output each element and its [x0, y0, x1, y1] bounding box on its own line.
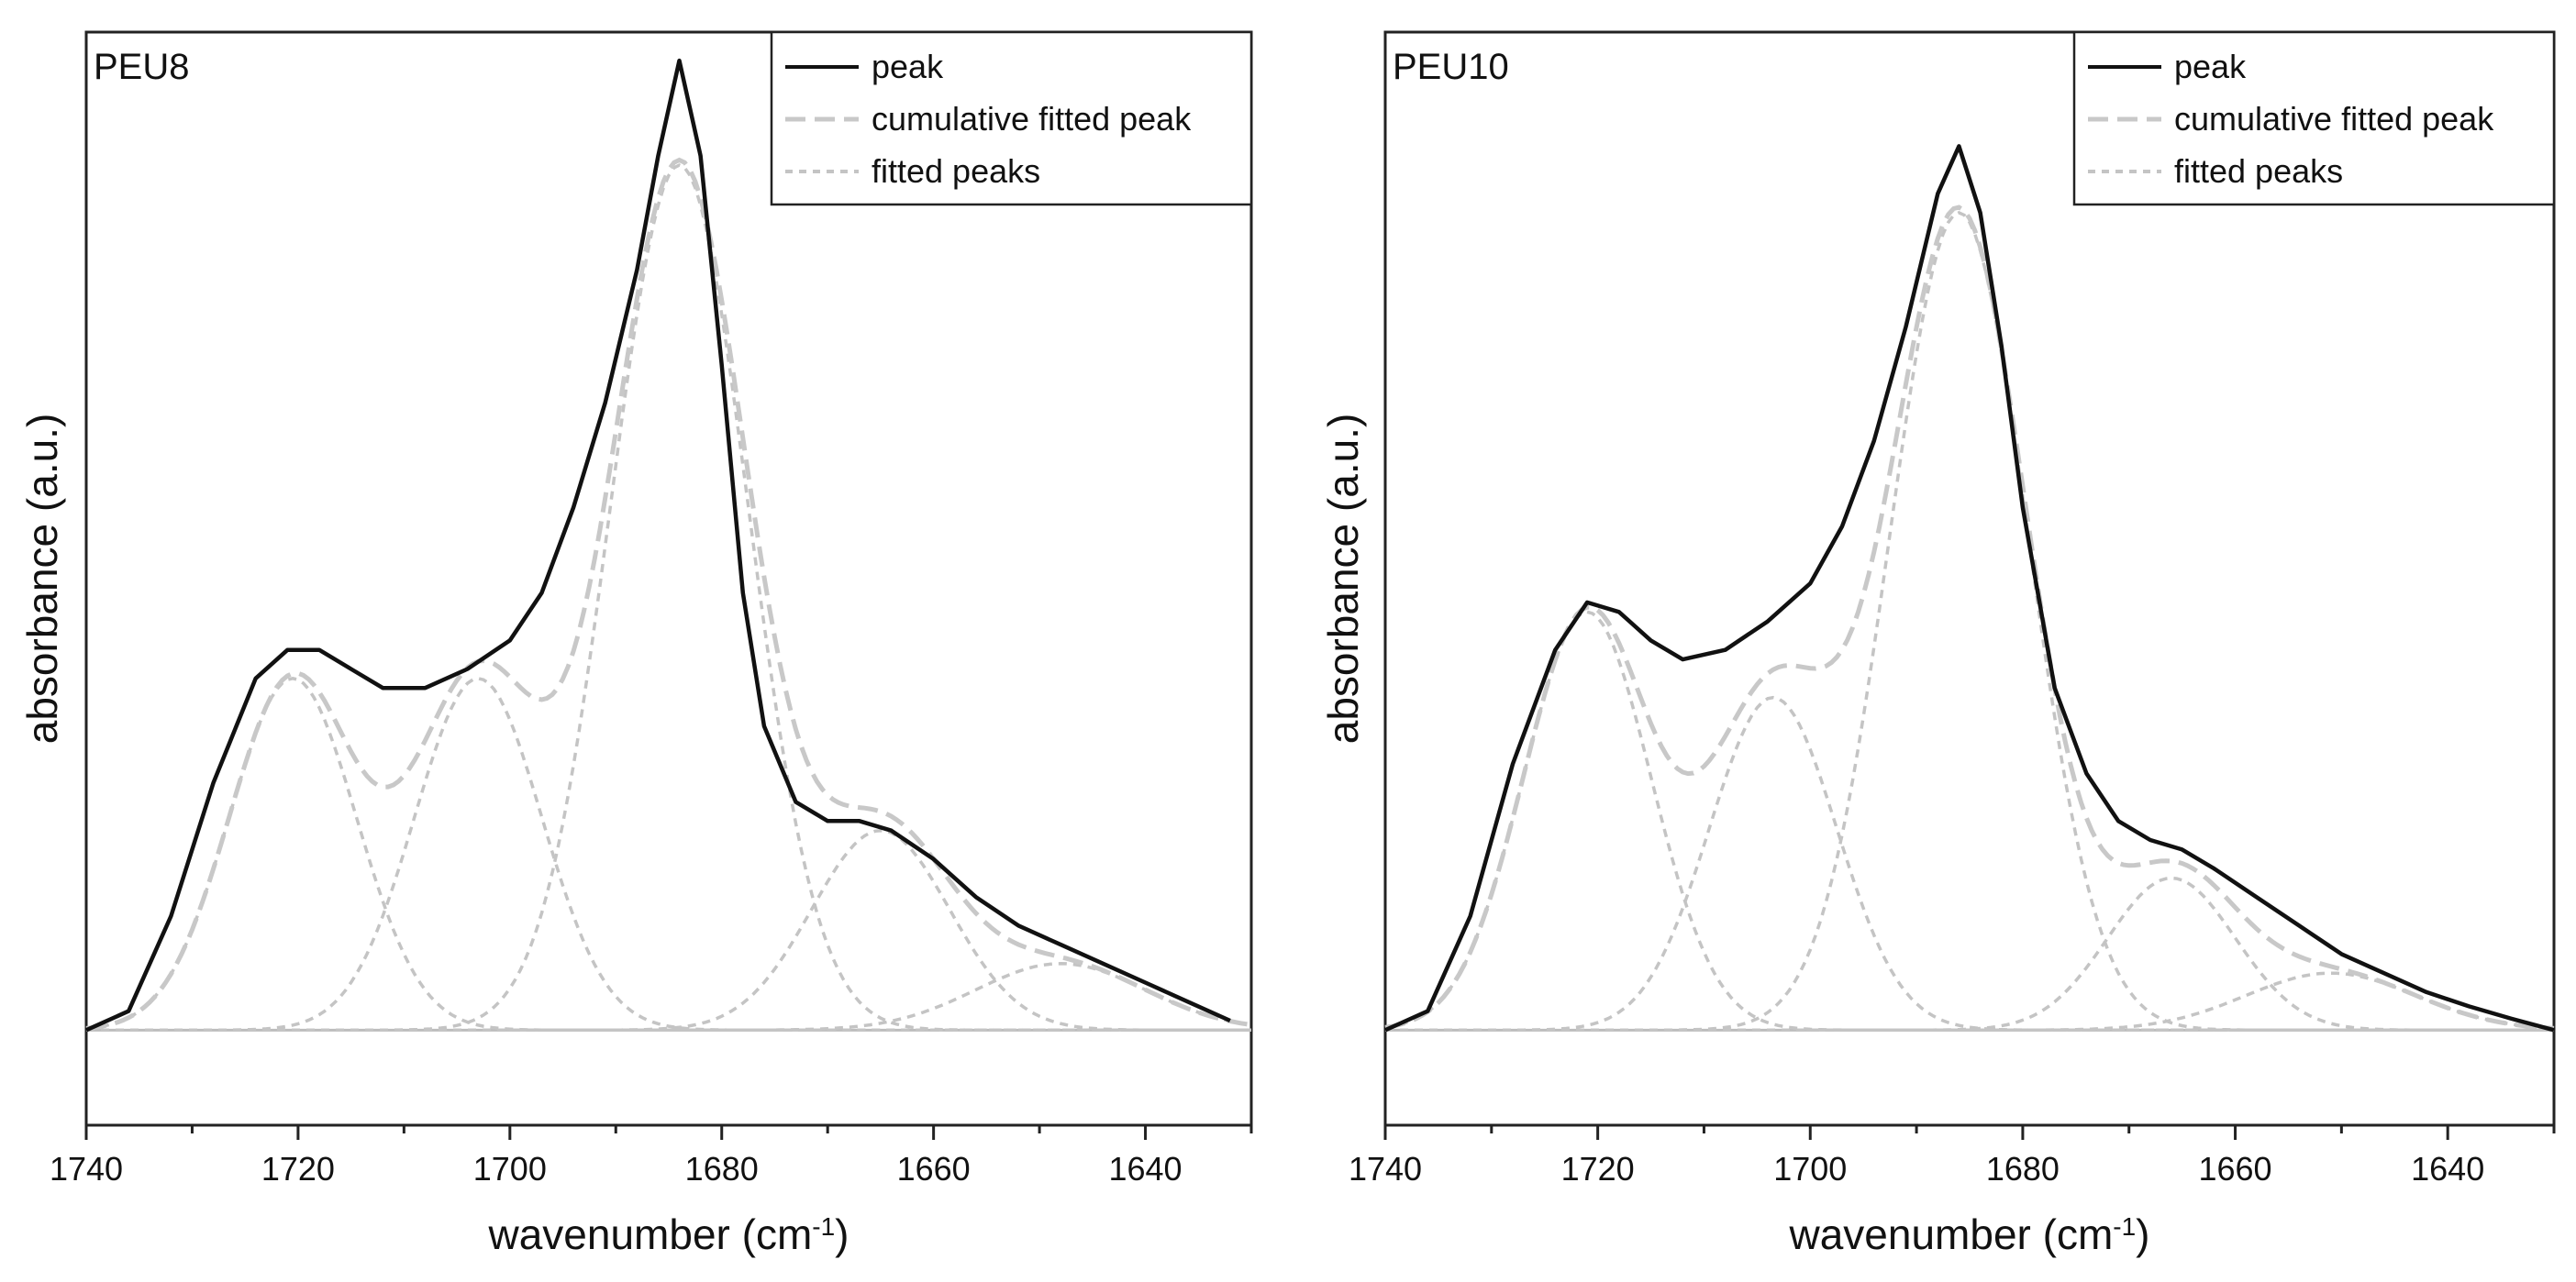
x-tick-label: 1740 — [50, 1150, 123, 1188]
legend-label-fitted: fitted peaks — [2174, 152, 2343, 190]
y-axis-title: absorbance (a.u.) — [1319, 414, 1367, 745]
x-tick-label: 1700 — [1773, 1150, 1847, 1188]
panel-peu8: 1740 1720 1700 1680 1660 1640 PEU8 absorbance… — [18, 30, 1253, 1258]
fitted-peak-3 — [86, 163, 1251, 1033]
panel-peu10: 1740 1720 1700 1680 1660 1640 PEU10 absorbanc… — [1319, 30, 2556, 1258]
x-tick-label: 1700 — [473, 1150, 547, 1188]
x-tick-label: 1740 — [1349, 1150, 1422, 1188]
cumulative-fitted-peak — [1384, 204, 2555, 1031]
x-tick-label: 1640 — [1108, 1150, 1182, 1188]
x-axis-title-tail: ) — [2136, 1210, 2149, 1258]
x-axis-title-main: wavenumber (cm — [1788, 1210, 2113, 1258]
x-tick-label: 1660 — [897, 1150, 971, 1188]
fitted-peak-1 — [85, 676, 1251, 1033]
x-axis-title-tail: ) — [835, 1210, 849, 1258]
legend-label-peak: peak — [2174, 48, 2247, 85]
x-tick-label: 1720 — [261, 1150, 335, 1188]
x-axis-title: wavenumber (cm-1) — [1788, 1210, 2149, 1258]
legend: peak cumulative fitted peak fitted peaks — [770, 30, 1253, 206]
panel-label: PEU10 — [1393, 47, 1509, 87]
x-tick-label: 1680 — [1986, 1150, 2060, 1188]
legend-label-fitted: fitted peaks — [872, 152, 1040, 190]
cumulative-fitted-peak — [85, 157, 1252, 1031]
fitted-peak-2 — [86, 676, 1251, 1033]
fitted-peak-4 — [86, 828, 1251, 1033]
x-tick-label: 1640 — [2411, 1150, 2484, 1188]
y-axis-title: absorbance (a.u.) — [18, 414, 66, 745]
legend-label-cumulative: cumulative fitted peak — [872, 100, 1192, 138]
fitted-peak-5 — [1385, 971, 2555, 1033]
x-axis-title: wavenumber (cm-1) — [487, 1210, 849, 1258]
series-line-peak — [1384, 144, 2555, 1033]
legend-label-peak: peak — [872, 48, 944, 85]
fitted-peak-5 — [86, 962, 1252, 1033]
x-axis-title-sup: -1 — [2113, 1212, 2136, 1241]
x-tick-label: 1680 — [685, 1150, 759, 1188]
x-axis-title-main: wavenumber (cm — [487, 1210, 812, 1258]
series-line-peak — [85, 58, 1231, 1033]
fitted-peak-4 — [1385, 876, 2554, 1033]
x-tick-label: 1660 — [2198, 1150, 2271, 1188]
plot-frame — [1383, 30, 2556, 1127]
legend-label-cumulative: cumulative fitted peak — [2174, 100, 2494, 138]
fitted-peak-3 — [1385, 210, 2554, 1033]
legend: peak cumulative fitted peak fitted peaks — [2072, 30, 2556, 206]
x-tick-label: 1720 — [1561, 1150, 1635, 1188]
panel-label: PEU8 — [94, 47, 190, 87]
fitted-peak-1 — [1384, 610, 2554, 1033]
x-axis-title-sup: -1 — [812, 1212, 835, 1241]
plot-frame — [84, 30, 1253, 1127]
